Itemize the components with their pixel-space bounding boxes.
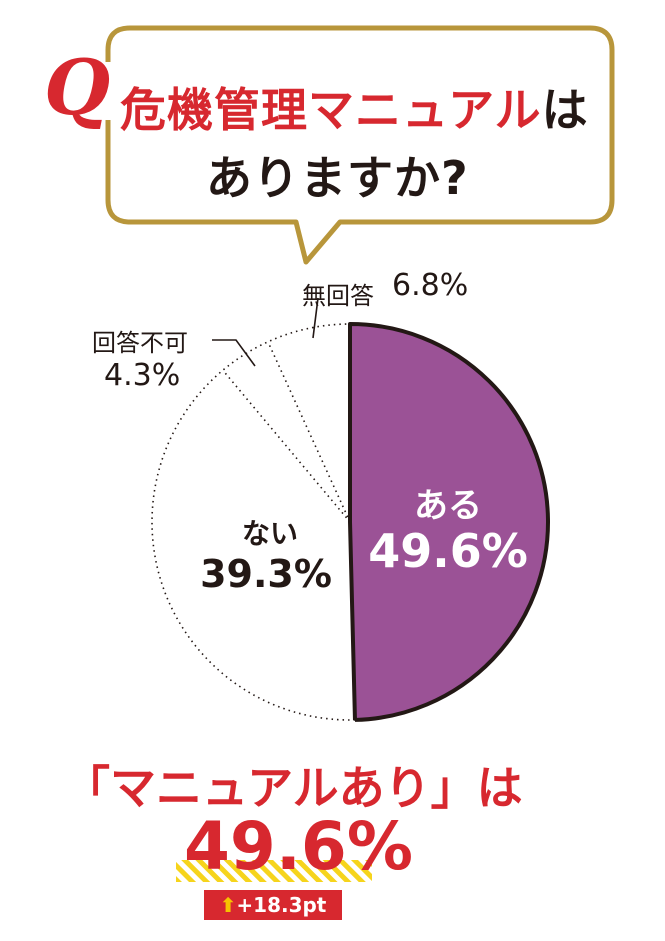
q-badge-icon: Q <box>44 43 111 132</box>
up-arrow-icon: ⬆ <box>219 893 237 917</box>
pie-slice-no-answer <box>267 324 350 522</box>
leader-line-unanswerable <box>212 339 256 367</box>
pie-divider <box>222 369 351 523</box>
value-highlight <box>176 860 372 882</box>
pie-slice-unanswerable <box>222 341 350 522</box>
question-title-particle: は <box>541 83 589 137</box>
leader-line-no-answer <box>312 297 319 339</box>
slice-value-no-answer: 6.8% <box>392 268 469 303</box>
question-title-highlight: 危機管理マニュアル <box>120 83 542 137</box>
pie-divider <box>267 341 351 523</box>
slice-value-no: 39.3% <box>200 552 332 596</box>
slice-label-yes: ある <box>414 486 482 526</box>
pie-chart <box>151 322 550 722</box>
pie-slice-yes-outline <box>348 322 550 722</box>
summary-value: 49.6% <box>184 808 413 885</box>
summary-caption: 「マニュアルあり」は <box>64 761 523 815</box>
slice-label-no-answer: 無回答 <box>302 282 374 310</box>
delta-badge: ⬆+18.3pt <box>204 890 342 920</box>
slice-label-unanswerable: 回答不可 <box>92 329 188 357</box>
slice-value-yes: 49.6% <box>368 524 528 578</box>
slice-label-no: ない <box>241 517 298 550</box>
question-title-line2: ありますか? <box>206 151 469 205</box>
slice-value-unanswerable: 4.3% <box>104 358 181 393</box>
pie-slice-yes <box>350 324 549 720</box>
speech-bubble-frame <box>105 25 615 265</box>
pie-slice-no <box>151 370 355 720</box>
delta-value: +18.3pt <box>236 893 327 917</box>
question-title-line1: 危機管理マニュアルは <box>120 74 589 140</box>
